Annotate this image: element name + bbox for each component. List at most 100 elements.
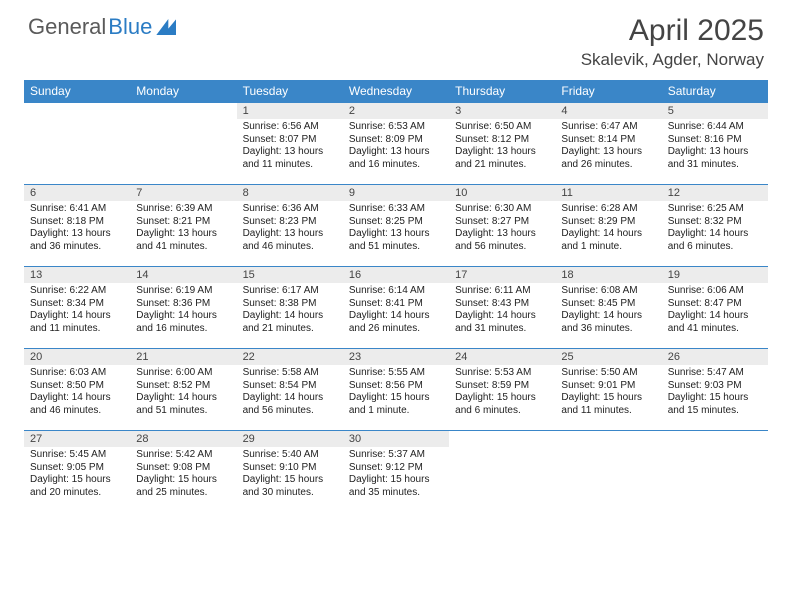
day-number-bar: 4 (555, 102, 661, 119)
sunset-line: Sunset: 8:47 PM (668, 298, 762, 311)
calendar-day: 29Sunrise: 5:40 AMSunset: 9:10 PMDayligh… (237, 430, 343, 512)
day-details: Sunrise: 6:17 AMSunset: 8:38 PMDaylight:… (237, 283, 343, 339)
day-number-bar: 2 (343, 102, 449, 119)
title-block: April 2025 Skalevik, Agder, Norway (581, 14, 764, 70)
day-number-bar: 29 (237, 430, 343, 447)
sunset-line: Sunset: 8:54 PM (243, 380, 337, 393)
day-number-bar: 5 (662, 102, 768, 119)
day-number-bar (662, 430, 768, 446)
day-number-bar: 12 (662, 184, 768, 201)
calendar-day: 27Sunrise: 5:45 AMSunset: 9:05 PMDayligh… (24, 430, 130, 512)
day-details: Sunrise: 6:08 AMSunset: 8:45 PMDaylight:… (555, 283, 661, 339)
sunrise-line: Sunrise: 5:42 AM (136, 449, 230, 462)
weekday-header: Tuesday (237, 80, 343, 102)
sunrise-line: Sunrise: 6:36 AM (243, 203, 337, 216)
day-details: Sunrise: 6:39 AMSunset: 8:21 PMDaylight:… (130, 201, 236, 257)
sunset-line: Sunset: 8:34 PM (30, 298, 124, 311)
day-number-bar: 16 (343, 266, 449, 283)
daylight-line: Daylight: 14 hours and 51 minutes. (136, 392, 230, 417)
day-details: Sunrise: 6:41 AMSunset: 8:18 PMDaylight:… (24, 201, 130, 257)
sunrise-line: Sunrise: 5:55 AM (349, 367, 443, 380)
sunrise-line: Sunrise: 5:45 AM (30, 449, 124, 462)
calendar-week: 6Sunrise: 6:41 AMSunset: 8:18 PMDaylight… (24, 184, 768, 266)
daylight-line: Daylight: 13 hours and 51 minutes. (349, 228, 443, 253)
day-number-bar: 7 (130, 184, 236, 201)
calendar-day: 12Sunrise: 6:25 AMSunset: 8:32 PMDayligh… (662, 184, 768, 266)
daylight-line: Daylight: 14 hours and 16 minutes. (136, 310, 230, 335)
header: GeneralBlue April 2025 Skalevik, Agder, … (0, 0, 792, 76)
day-number-bar: 1 (237, 102, 343, 119)
daylight-line: Daylight: 15 hours and 6 minutes. (455, 392, 549, 417)
sunset-line: Sunset: 8:29 PM (561, 216, 655, 229)
calendar-empty-cell (130, 102, 236, 184)
calendar-week: 27Sunrise: 5:45 AMSunset: 9:05 PMDayligh… (24, 430, 768, 512)
day-number-bar: 22 (237, 348, 343, 365)
calendar-empty-cell (662, 430, 768, 512)
daylight-line: Daylight: 14 hours and 36 minutes. (561, 310, 655, 335)
sunrise-line: Sunrise: 6:47 AM (561, 121, 655, 134)
calendar-day: 16Sunrise: 6:14 AMSunset: 8:41 PMDayligh… (343, 266, 449, 348)
brand-part1: General (28, 14, 106, 40)
day-details: Sunrise: 6:11 AMSunset: 8:43 PMDaylight:… (449, 283, 555, 339)
weekday-header: Monday (130, 80, 236, 102)
day-details: Sunrise: 6:14 AMSunset: 8:41 PMDaylight:… (343, 283, 449, 339)
sunrise-line: Sunrise: 6:28 AM (561, 203, 655, 216)
sunrise-line: Sunrise: 6:41 AM (30, 203, 124, 216)
day-number-bar: 25 (555, 348, 661, 365)
brand-part2: Blue (108, 14, 152, 40)
daylight-line: Daylight: 15 hours and 1 minute. (349, 392, 443, 417)
calendar-day: 17Sunrise: 6:11 AMSunset: 8:43 PMDayligh… (449, 266, 555, 348)
day-details: Sunrise: 5:50 AMSunset: 9:01 PMDaylight:… (555, 365, 661, 421)
sunset-line: Sunset: 8:59 PM (455, 380, 549, 393)
sunrise-line: Sunrise: 6:56 AM (243, 121, 337, 134)
calendar-day: 30Sunrise: 5:37 AMSunset: 9:12 PMDayligh… (343, 430, 449, 512)
day-number-bar: 27 (24, 430, 130, 447)
calendar-day: 28Sunrise: 5:42 AMSunset: 9:08 PMDayligh… (130, 430, 236, 512)
sunrise-line: Sunrise: 6:53 AM (349, 121, 443, 134)
daylight-line: Daylight: 14 hours and 1 minute. (561, 228, 655, 253)
day-number-bar: 20 (24, 348, 130, 365)
calendar-day: 22Sunrise: 5:58 AMSunset: 8:54 PMDayligh… (237, 348, 343, 430)
calendar-day: 7Sunrise: 6:39 AMSunset: 8:21 PMDaylight… (130, 184, 236, 266)
calendar-day: 25Sunrise: 5:50 AMSunset: 9:01 PMDayligh… (555, 348, 661, 430)
day-details: Sunrise: 5:45 AMSunset: 9:05 PMDaylight:… (24, 447, 130, 503)
daylight-line: Daylight: 15 hours and 20 minutes. (30, 474, 124, 499)
day-number-bar: 26 (662, 348, 768, 365)
day-number-bar (24, 102, 130, 118)
calendar-day: 10Sunrise: 6:30 AMSunset: 8:27 PMDayligh… (449, 184, 555, 266)
day-details: Sunrise: 6:00 AMSunset: 8:52 PMDaylight:… (130, 365, 236, 421)
weekday-header: Sunday (24, 80, 130, 102)
daylight-line: Daylight: 15 hours and 25 minutes. (136, 474, 230, 499)
daylight-line: Daylight: 14 hours and 41 minutes. (668, 310, 762, 335)
calendar-day: 19Sunrise: 6:06 AMSunset: 8:47 PMDayligh… (662, 266, 768, 348)
day-number-bar: 13 (24, 266, 130, 283)
sunrise-line: Sunrise: 6:08 AM (561, 285, 655, 298)
calendar-grid: 1Sunrise: 6:56 AMSunset: 8:07 PMDaylight… (24, 102, 768, 512)
sunrise-line: Sunrise: 5:40 AM (243, 449, 337, 462)
calendar-day: 11Sunrise: 6:28 AMSunset: 8:29 PMDayligh… (555, 184, 661, 266)
calendar-day: 9Sunrise: 6:33 AMSunset: 8:25 PMDaylight… (343, 184, 449, 266)
sunset-line: Sunset: 8:16 PM (668, 134, 762, 147)
daylight-line: Daylight: 14 hours and 46 minutes. (30, 392, 124, 417)
sunset-line: Sunset: 8:52 PM (136, 380, 230, 393)
sunset-line: Sunset: 8:12 PM (455, 134, 549, 147)
day-number-bar: 14 (130, 266, 236, 283)
brand-logo: GeneralBlue (28, 14, 176, 40)
sunrise-line: Sunrise: 5:50 AM (561, 367, 655, 380)
calendar-day: 6Sunrise: 6:41 AMSunset: 8:18 PMDaylight… (24, 184, 130, 266)
daylight-line: Daylight: 13 hours and 41 minutes. (136, 228, 230, 253)
calendar-week: 20Sunrise: 6:03 AMSunset: 8:50 PMDayligh… (24, 348, 768, 430)
sunrise-line: Sunrise: 6:39 AM (136, 203, 230, 216)
day-details: Sunrise: 6:36 AMSunset: 8:23 PMDaylight:… (237, 201, 343, 257)
day-details: Sunrise: 5:47 AMSunset: 9:03 PMDaylight:… (662, 365, 768, 421)
sunrise-line: Sunrise: 6:44 AM (668, 121, 762, 134)
day-details: Sunrise: 5:42 AMSunset: 9:08 PMDaylight:… (130, 447, 236, 503)
daylight-line: Daylight: 13 hours and 11 minutes. (243, 146, 337, 171)
day-details: Sunrise: 6:19 AMSunset: 8:36 PMDaylight:… (130, 283, 236, 339)
sunrise-line: Sunrise: 5:37 AM (349, 449, 443, 462)
day-details: Sunrise: 5:55 AMSunset: 8:56 PMDaylight:… (343, 365, 449, 421)
sunset-line: Sunset: 8:45 PM (561, 298, 655, 311)
sunset-line: Sunset: 8:14 PM (561, 134, 655, 147)
sunset-line: Sunset: 8:27 PM (455, 216, 549, 229)
day-details: Sunrise: 6:03 AMSunset: 8:50 PMDaylight:… (24, 365, 130, 421)
